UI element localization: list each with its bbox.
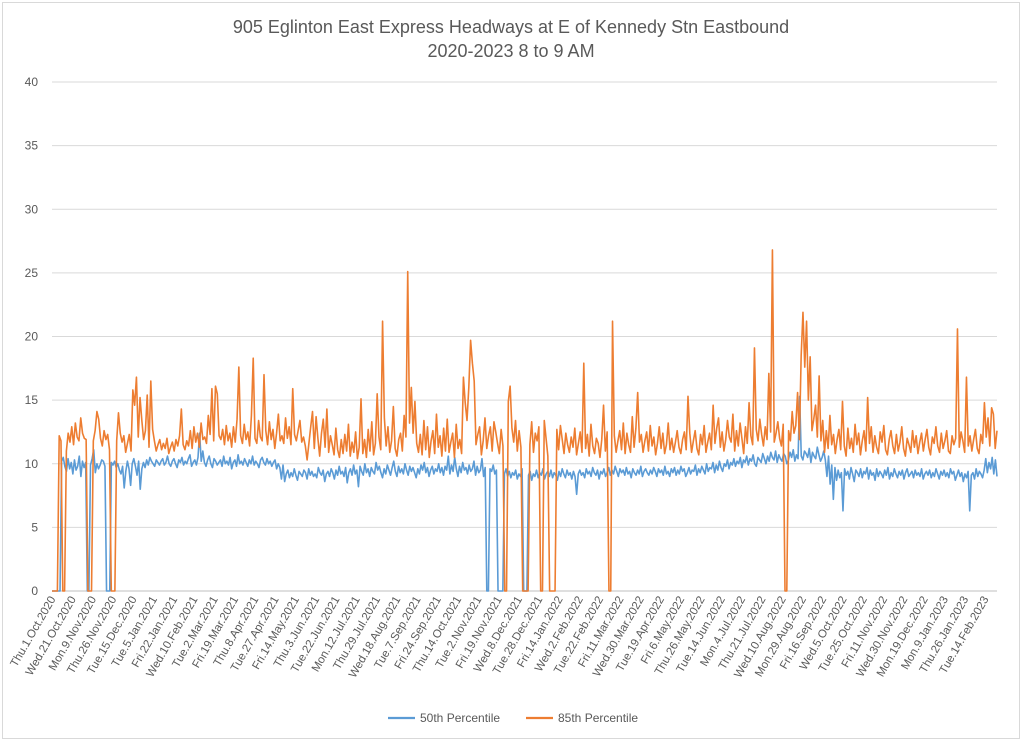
- series-lines: [52, 249, 998, 592]
- legend-label-50th: 50th Percentile: [420, 711, 500, 725]
- legend: 50th Percentile 85th Percentile: [388, 711, 638, 725]
- y-tick-label: 25: [25, 266, 39, 280]
- chart-subtitle: 2020-2023 8 to 9 AM: [427, 41, 594, 61]
- y-axis-ticks: 0 5 10 15 20 25 30 35 40: [25, 75, 39, 598]
- legend-label-85th: 85th Percentile: [558, 711, 638, 725]
- y-tick-label: 30: [25, 202, 39, 216]
- y-tick-label: 35: [25, 139, 39, 153]
- y-tick-label: 10: [25, 457, 39, 471]
- y-tick-label: 5: [31, 520, 38, 534]
- series-line-85th: [52, 249, 998, 592]
- y-tick-label: 20: [25, 330, 39, 344]
- x-axis-ticks: Thu.1.Oct.2020Wed.21.Oct.2020Mon.9.Nov.2…: [9, 595, 992, 681]
- y-tick-label: 0: [31, 584, 38, 598]
- gridlines: [52, 81, 997, 592]
- chart-title: 905 Eglinton East Express Headways at E …: [233, 17, 789, 37]
- y-tick-label: 40: [25, 75, 39, 89]
- y-tick-label: 15: [25, 393, 39, 407]
